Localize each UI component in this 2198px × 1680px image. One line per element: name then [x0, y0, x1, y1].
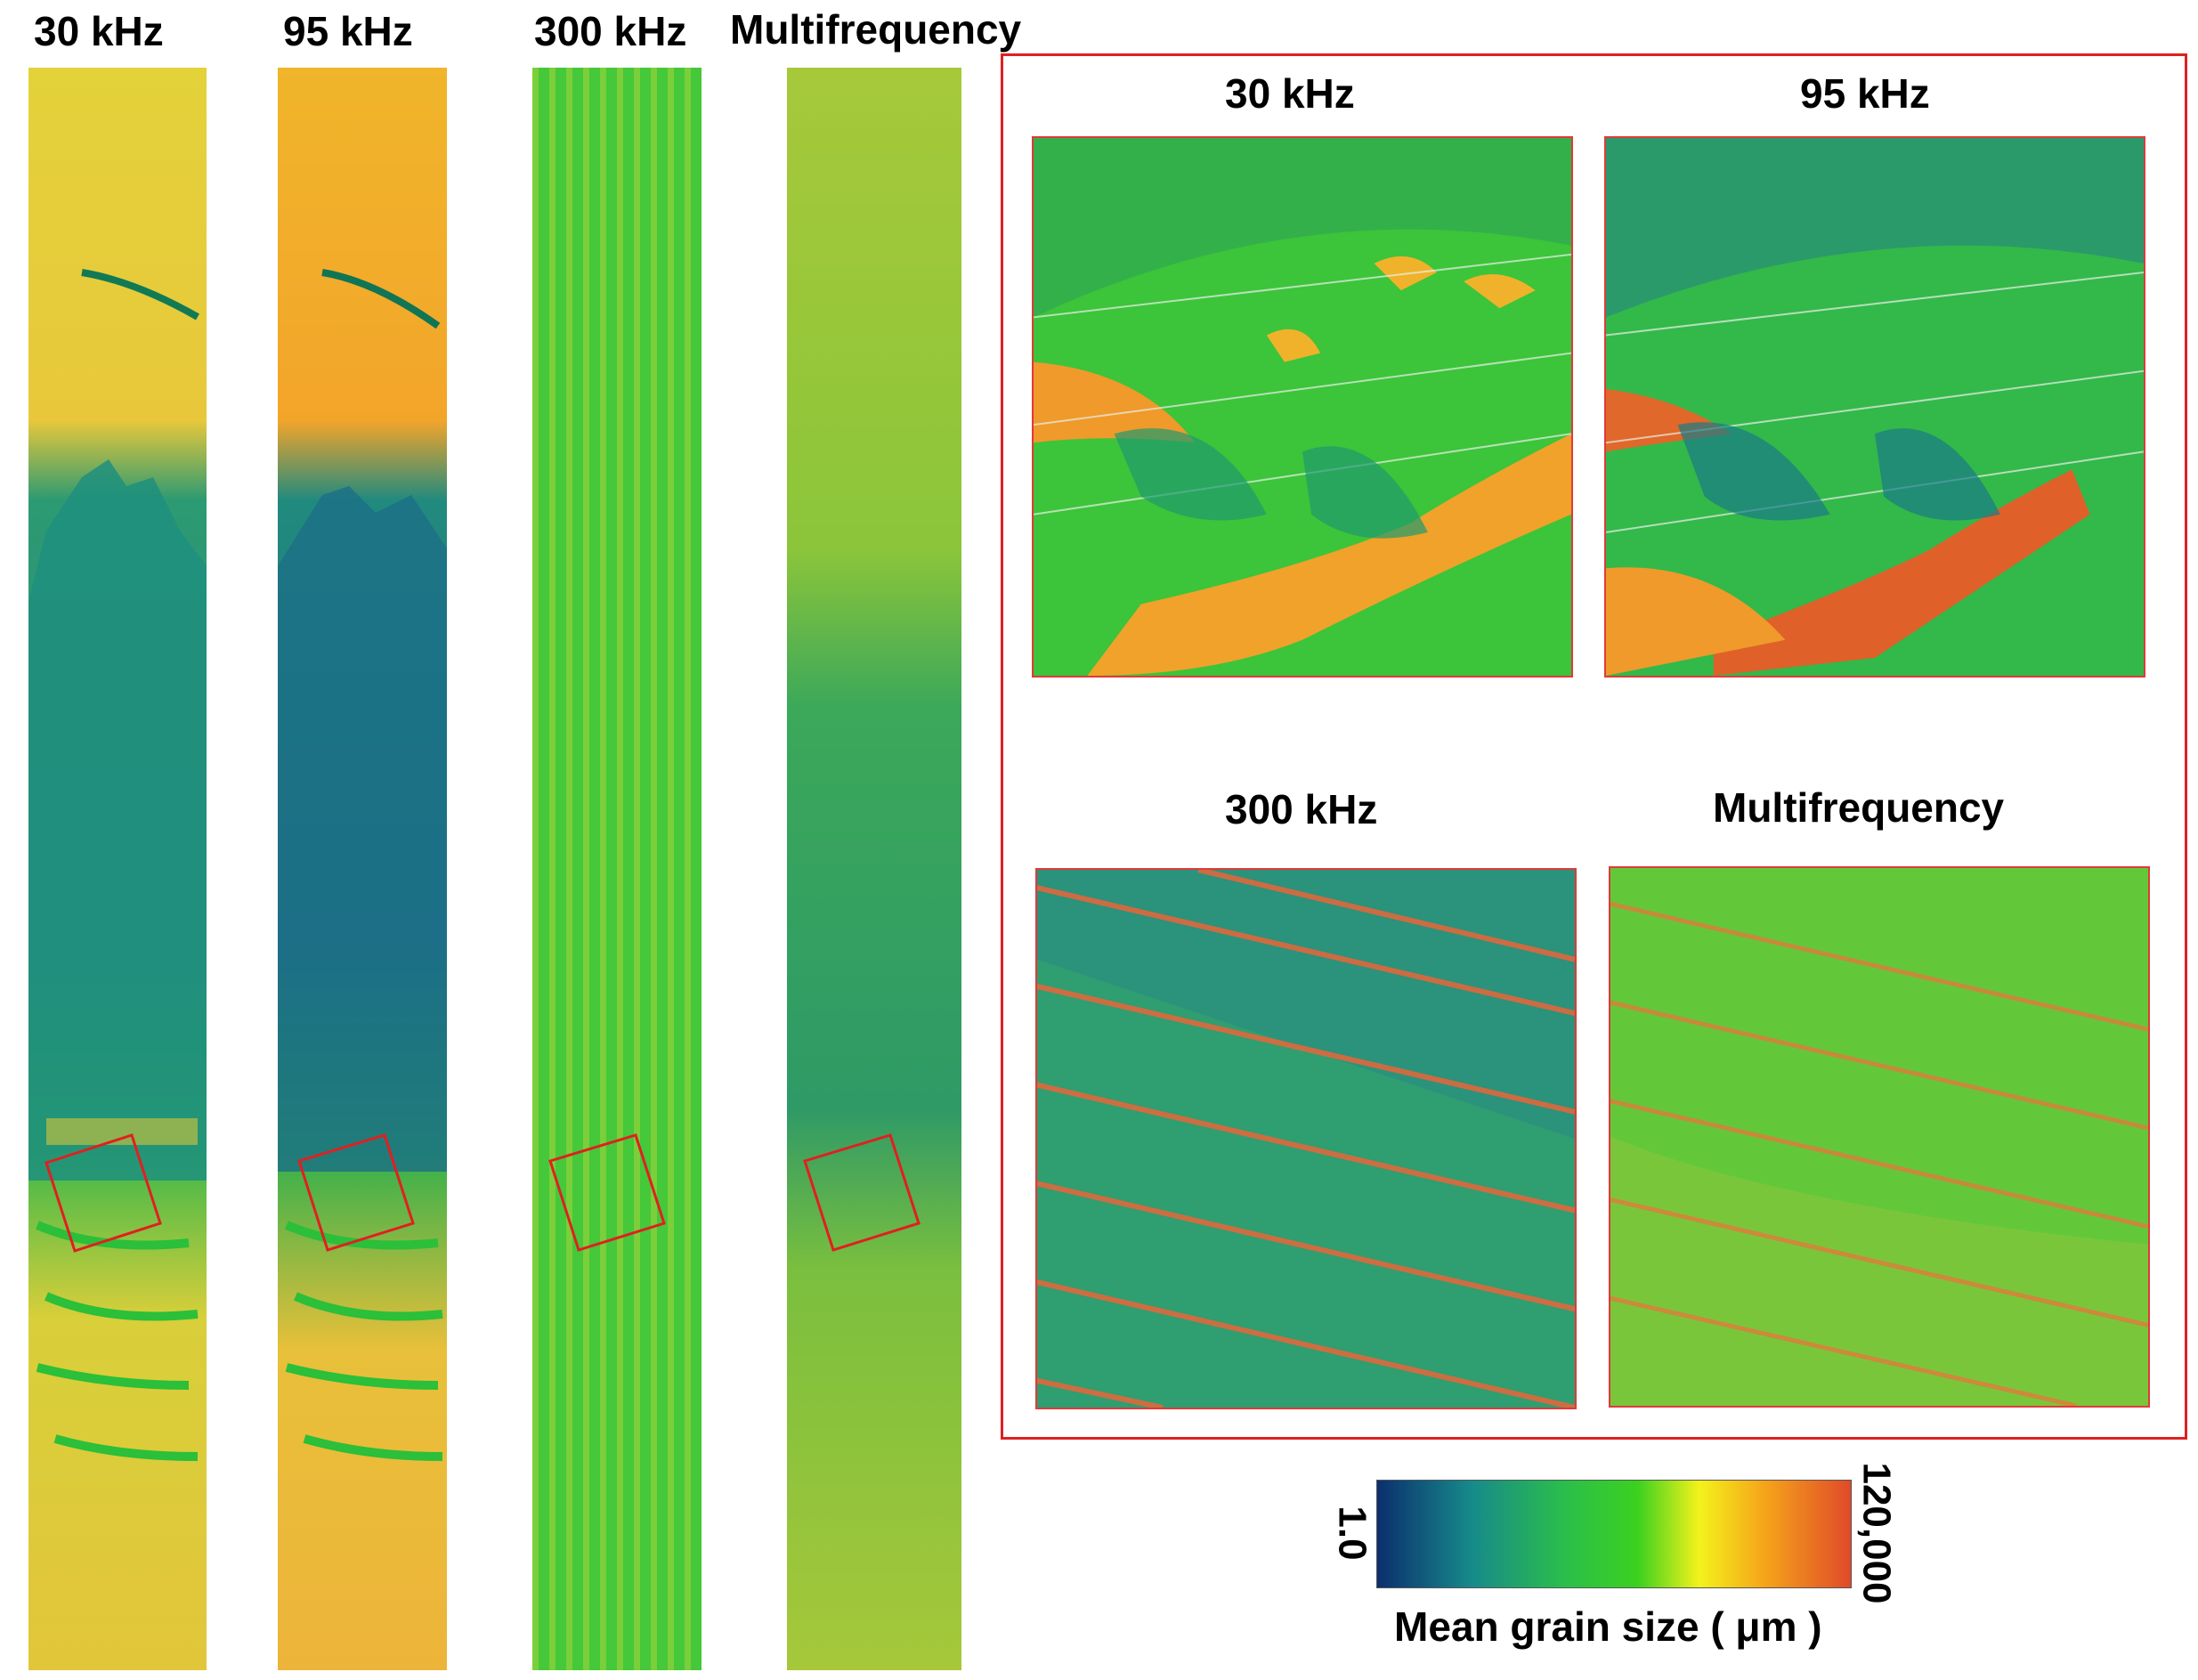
strip-95khz-map — [278, 68, 447, 1670]
inset-multifrequency-map — [1609, 866, 2150, 1408]
strip-label-multifrequency: Multifrequency — [730, 6, 1022, 53]
strip-label-30khz: 30 kHz — [34, 8, 164, 54]
zoom-panel-frame — [1001, 53, 2187, 1440]
colorbar — [1376, 1480, 1852, 1588]
strip-multifrequency-map — [787, 68, 961, 1670]
colorbar-min-label: 1.0 — [1330, 1506, 1375, 1561]
inset-30khz-map — [1032, 136, 1573, 678]
inset-label-30khz: 30 kHz — [1225, 70, 1355, 117]
colorbar-max-label: 120,000 — [1854, 1462, 1899, 1604]
colorbar-title: Mean grain size ( μm ) — [1394, 1603, 1822, 1650]
strip-label-300khz: 300 kHz — [534, 8, 687, 54]
strip-label-95khz: 95 kHz — [283, 8, 413, 54]
inset-300khz-map — [1035, 868, 1577, 1409]
strip-300khz-map — [532, 68, 702, 1670]
strip-30khz-map — [28, 68, 207, 1670]
inset-label-95khz: 95 kHz — [1800, 70, 1930, 117]
inset-95khz-map — [1604, 136, 2145, 678]
inset-label-300khz: 300 kHz — [1225, 786, 1378, 832]
inset-label-multifrequency: Multifrequency — [1713, 784, 2005, 831]
